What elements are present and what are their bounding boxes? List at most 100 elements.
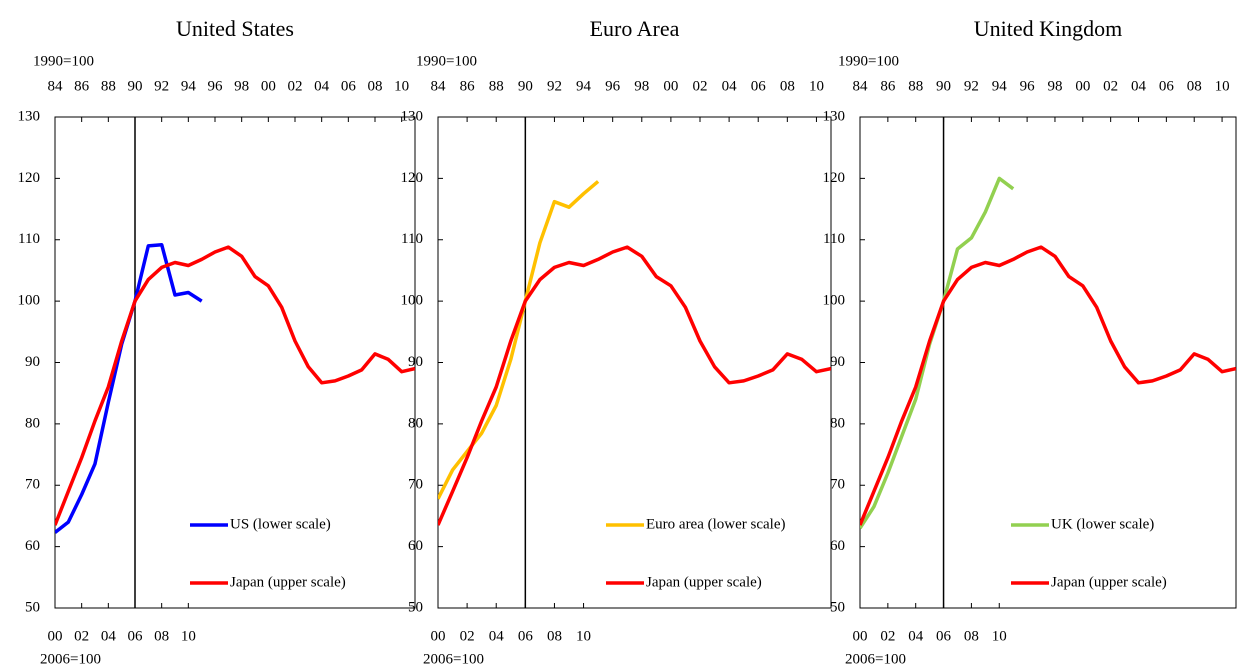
panel: United States 1990=100 2006=100 50 60 70 80 90 1… [18,16,416,667]
plot-frame [859,116,1237,609]
y-tick-label: 100 [401,293,424,309]
upper-x-tick-label: 06 [751,78,767,94]
lower-x-tick-label: 08 [154,628,169,644]
series-line [55,245,415,526]
lower-x-tick-label: 08 [964,628,979,644]
legend-label: Japan (upper scale) [646,574,762,590]
upper-x-tick-label: 98 [634,78,649,94]
series-line [860,245,1236,526]
upper-x-tick-label: 88 [101,78,116,94]
y-tick-label: 130 [401,108,424,124]
y-tick-label: 80 [25,415,40,431]
upper-x-tick-label: 84 [431,78,447,94]
lower-x-tick-label: 06 [936,628,952,644]
upper-x-tick-label: 94 [992,78,1008,94]
lower-x-tick-label: 04 [908,628,924,644]
upper-x-tick-label: 84 [853,78,869,94]
lower-x-tick-label: 00 [853,628,868,644]
upper-x-tick-label: 08 [780,78,795,94]
lower-x-tick-label: 02 [460,628,475,644]
upper-x-tick-label: 98 [1047,78,1062,94]
upper-x-tick-label: 02 [288,78,303,94]
upper-x-tick-label: 88 [489,78,504,94]
upper-axis-label: 1990=100 [838,53,899,69]
upper-x-tick-label: 86 [460,78,476,94]
y-tick-label: 110 [823,231,845,247]
panel: United Kingdom 1990=100 2006=100 50 60 70 80 90… [823,16,1237,667]
y-tick-label: 110 [18,231,40,247]
upper-x-tick-label: 92 [547,78,562,94]
upper-x-tick-label: 92 [154,78,169,94]
y-tick-label: 130 [823,108,846,124]
panel: Euro Area 1990=100 2006=100 50 60 70 80 90 100 11… [401,16,832,667]
upper-x-tick-label: 04 [314,78,330,94]
y-tick-label: 100 [18,293,41,309]
upper-x-tick-label: 06 [1159,78,1175,94]
lower-x-tick-label: 04 [101,628,117,644]
y-tick-label: 120 [823,170,846,186]
upper-x-tick-label: 84 [48,78,64,94]
y-tick-label: 60 [25,538,40,554]
y-tick-label: 50 [25,599,40,615]
y-tick-label: 80 [408,415,423,431]
lower-x-tick-label: 06 [518,628,534,644]
chart-title: United States [176,16,294,41]
y-tick-label: 90 [830,354,845,370]
legend-label: Japan (upper scale) [230,574,346,590]
lower-x-tick-label: 10 [992,628,1007,644]
legend-label: Euro area (lower scale) [646,516,786,532]
upper-x-tick-label: 94 [576,78,592,94]
y-tick-label: 90 [408,354,423,370]
lower-x-tick-label: 00 [48,628,63,644]
upper-x-tick-label: 86 [880,78,896,94]
legend-label: UK (lower scale) [1051,516,1154,532]
y-tick-label: 110 [401,231,423,247]
upper-x-tick-label: 00 [663,78,678,94]
y-tick-label: 60 [830,538,845,554]
upper-x-tick-label: 00 [261,78,276,94]
chart-title: United Kingdom [974,16,1123,41]
y-tick-label: 50 [408,599,423,615]
y-tick-label: 60 [408,538,423,554]
y-tick-label: 120 [401,170,424,186]
upper-x-tick-label: 86 [74,78,90,94]
y-tick-label: 130 [18,108,41,124]
upper-x-tick-label: 02 [1103,78,1118,94]
upper-x-tick-label: 06 [341,78,357,94]
upper-x-tick-label: 90 [128,78,143,94]
lower-x-tick-label: 00 [431,628,446,644]
series-line [860,176,1015,530]
lower-x-tick-label: 06 [128,628,144,644]
y-tick-label: 70 [25,477,40,493]
lower-axis-label: 2006=100 [845,651,906,667]
upper-axis-label: 1990=100 [416,53,477,69]
y-tick-label: 120 [18,170,41,186]
upper-x-tick-label: 10 [394,78,409,94]
upper-x-tick-label: 10 [1215,78,1230,94]
lower-axis-label: 2006=100 [423,651,484,667]
legend-label: US (lower scale) [230,516,331,532]
lower-x-tick-label: 08 [547,628,562,644]
upper-x-tick-label: 08 [1187,78,1202,94]
upper-x-tick-label: 88 [908,78,923,94]
y-tick-label: 100 [823,293,846,309]
series-line [438,180,600,500]
y-tick-label: 70 [830,477,845,493]
y-tick-label: 50 [830,599,845,615]
upper-x-tick-label: 04 [722,78,738,94]
series-line [438,245,831,526]
upper-x-tick-label: 10 [809,78,824,94]
y-tick-label: 80 [830,415,845,431]
lower-x-tick-label: 02 [74,628,89,644]
upper-x-tick-label: 94 [181,78,197,94]
lower-x-tick-label: 10 [181,628,196,644]
upper-x-tick-label: 96 [208,78,224,94]
lower-axis-label: 2006=100 [40,651,101,667]
upper-x-tick-label: 96 [1020,78,1036,94]
y-tick-label: 90 [25,354,40,370]
upper-axis-label: 1990=100 [33,53,94,69]
series-line [55,242,203,534]
y-tick-label: 70 [408,477,423,493]
